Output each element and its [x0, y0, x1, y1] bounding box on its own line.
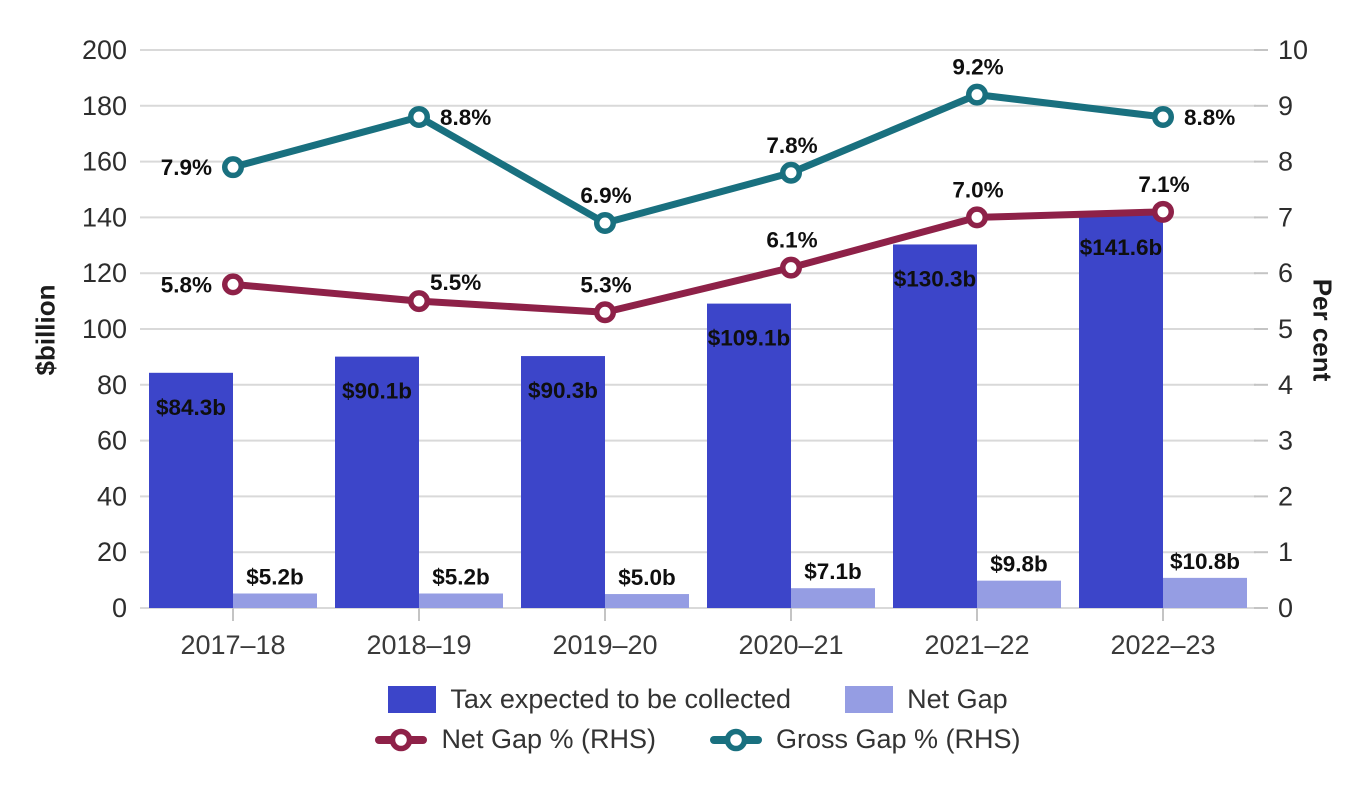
line-marker [780, 161, 802, 184]
bar-value-label: $10.8b [1170, 549, 1240, 574]
x-axis-tick-label: 2019–20 [552, 630, 657, 660]
gross-gap-pct-line [229, 91, 1167, 227]
legend-row-bars: Tax expected to be collected Net Gap [388, 684, 1008, 715]
right-axis-tick-label: 3 [1278, 426, 1293, 456]
bar-value-label: $5.0b [618, 565, 676, 590]
net-gap-bar [1163, 577, 1247, 608]
legend-item-net-gap-pct: Net Gap % (RHS) [375, 724, 656, 755]
line-marker [1152, 105, 1174, 128]
gross-gap-pct-line-icon [710, 726, 762, 754]
left-axis-tick-label: 60 [97, 426, 127, 456]
bar-value-label: $109.1b [708, 326, 791, 351]
line-value-label: 8.8% [1184, 105, 1235, 130]
bar-value-label: $84.3b [156, 395, 226, 420]
right-axis-tick-label: 10 [1278, 35, 1308, 65]
right-axis-tick-label: 4 [1278, 370, 1293, 400]
net-gap-bar [605, 594, 689, 608]
left-axis-title: $billion [30, 284, 61, 376]
tax-expected-bar [521, 356, 605, 608]
left-axis-tick-label: 120 [82, 258, 127, 288]
line-marker [222, 273, 244, 296]
right-axis-tick-label: 1 [1278, 537, 1293, 567]
net-gap-bar [233, 593, 317, 608]
line-marker [780, 256, 802, 279]
net-gap-bar [419, 593, 503, 608]
legend-item-tax-expected: Tax expected to be collected [388, 684, 791, 715]
left-axis-tick-label: 180 [82, 91, 127, 121]
right-axis-tick-label: 7 [1278, 202, 1293, 232]
net-gap-bar [791, 588, 875, 608]
bar-value-label: $5.2b [432, 564, 490, 589]
bar-value-label: $5.2b [246, 564, 304, 589]
line-marker [408, 105, 430, 128]
tax-expected-bar [1079, 212, 1163, 608]
line-value-label: 9.2% [952, 55, 1003, 80]
legend-label-net-gap: Net Gap [907, 684, 1008, 714]
bar-value-label: $90.1b [342, 379, 412, 404]
line-value-label: 8.8% [440, 105, 491, 130]
left-axis-tick-label: 160 [82, 147, 127, 177]
line-marker [222, 156, 244, 179]
left-axis-tick-label: 20 [97, 537, 127, 567]
line-value-label: 7.8% [766, 133, 817, 158]
x-axis-tick-label: 2020–21 [738, 630, 843, 660]
left-axis-tick-label: 80 [97, 370, 127, 400]
legend-item-gross-gap-pct: Gross Gap % (RHS) [710, 724, 1021, 755]
tax-expected-bar [707, 303, 791, 608]
line-value-label: 7.1% [1138, 172, 1189, 197]
tax-expected-bar [149, 372, 233, 608]
left-axis-tick-label: 0 [112, 593, 127, 623]
line-value-label: 7.9% [161, 155, 212, 180]
left-axis-tick-label: 140 [82, 202, 127, 232]
line-value-label: 6.1% [766, 228, 817, 253]
tax-expected-bar [893, 244, 977, 608]
right-axis-tick-label: 0 [1278, 593, 1293, 623]
net-gap-bar [977, 580, 1061, 608]
line-marker [966, 206, 988, 229]
line-marker [408, 290, 430, 313]
legend-label-net-gap-pct: Net Gap % (RHS) [441, 724, 656, 754]
line-value-label: 5.8% [161, 272, 212, 297]
x-axis-tick-label: 2021–22 [924, 630, 1029, 660]
line-value-label: 5.5% [430, 270, 481, 295]
line-marker [966, 83, 988, 106]
legend-label-tax-expected: Tax expected to be collected [450, 684, 792, 714]
tax-expected-bar [335, 356, 419, 608]
x-axis-tick-label: 2018–19 [366, 630, 471, 660]
bar-value-label: $130.3b [894, 266, 977, 291]
tax-expected-swatch [388, 686, 437, 713]
line-marker [594, 211, 616, 234]
bar-value-label: $90.3b [528, 378, 598, 403]
x-axis-tick-label: 2022–23 [1110, 630, 1215, 660]
right-axis-title: Per cent [1307, 278, 1338, 382]
right-axis-tick-label: 2 [1278, 481, 1293, 511]
line-marker [1152, 200, 1174, 223]
x-axis-tick-label: 2017–18 [180, 630, 285, 660]
line-value-label: 7.0% [952, 177, 1003, 202]
line-value-label: 5.3% [580, 272, 631, 297]
right-axis-tick-label: 5 [1278, 314, 1293, 344]
net-gap-pct-line [229, 208, 1167, 316]
legend-item-net-gap: Net Gap [845, 684, 1008, 715]
bar-value-label: $7.1b [804, 559, 862, 584]
right-axis-tick-label: 6 [1278, 258, 1293, 288]
line-marker [594, 301, 616, 324]
legend-label-gross-gap-pct: Gross Gap % (RHS) [776, 724, 1021, 754]
chart-legend: Tax expected to be collected Net Gap Net… [140, 684, 1256, 755]
left-axis-tick-label: 200 [82, 35, 127, 65]
net-gap-swatch [845, 686, 894, 713]
net-gap-pct-line-icon [375, 726, 428, 754]
legend-row-lines: Net Gap % (RHS) Gross Gap % (RHS) [375, 724, 1021, 755]
bar-value-label: $141.6b [1080, 235, 1163, 260]
right-axis-tick-label: 8 [1278, 147, 1293, 177]
left-axis-tick-label: 40 [97, 481, 127, 511]
right-axis-tick-label: 9 [1278, 91, 1293, 121]
bar-value-label: $9.8b [990, 552, 1048, 577]
left-axis-tick-label: 100 [82, 314, 127, 344]
line-value-label: 6.9% [580, 183, 631, 208]
